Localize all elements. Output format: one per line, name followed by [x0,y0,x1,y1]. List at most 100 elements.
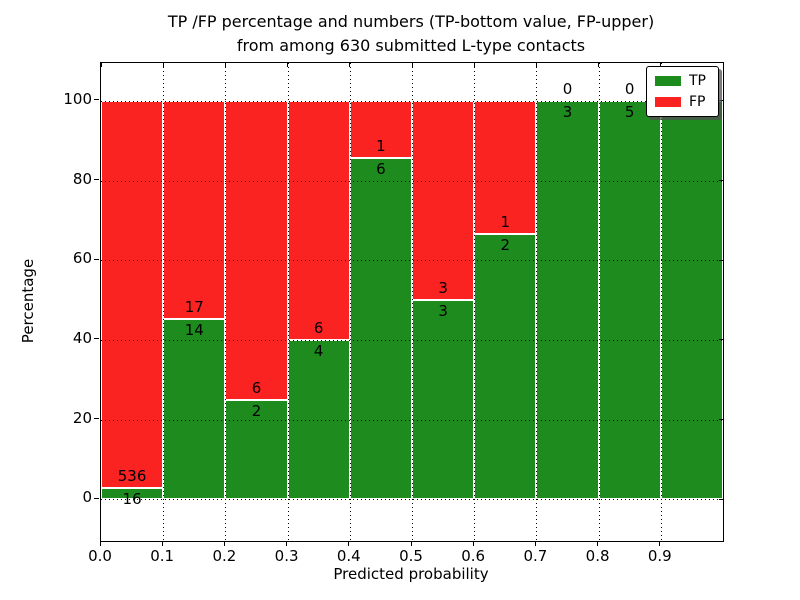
x-tick-label: 0.3 [274,547,299,565]
y-tick-label: 80 [72,169,92,188]
fp-bar-segment [163,100,226,320]
x-tick-mark [100,63,102,67]
chart-title: TP /FP percentage and numbers (TP-bottom… [100,10,722,58]
fp-count-label: 536 [117,466,147,485]
x-gridline [225,63,227,541]
x-tick-label: 0.7 [523,547,548,565]
fp-count-label: 0 [624,79,635,98]
fp-count-label: 0 [562,79,573,98]
y-tick-mark [719,100,723,102]
x-tick-mark [348,541,350,546]
legend-entry-tp: TP [655,74,710,88]
chart-title-line1: TP /FP percentage and numbers (TP-bottom… [167,12,655,31]
tp-bar-segment [163,319,226,500]
fp-legend-label: FP [689,94,706,110]
y-tick-label: 40 [72,328,92,347]
legend: TP FP [646,66,719,117]
y-tick-mark [94,418,99,419]
x-tick-mark [410,541,412,546]
y-gridline [101,419,723,421]
fp-bar-segment [225,100,288,400]
tp-count-label: 4 [313,341,324,360]
y-gridline [101,180,723,182]
x-tick-mark [473,63,475,67]
tp-legend-label: TP [689,73,706,89]
x-gridline [598,63,600,541]
tp-count-label: 2 [251,401,262,420]
x-tick-mark [162,63,164,67]
y-tick-mark [94,497,99,499]
y-tick-mark [719,339,723,341]
tp-legend-swatch [655,76,681,86]
plot-area: 5361617146264163312030505 [100,62,724,542]
x-tick-label: 0.5 [399,547,423,565]
x-tick-label: 0.6 [461,547,486,565]
x-tick-mark [659,541,661,546]
legend-entry-fp: FP [655,95,710,109]
y-tick-label: 20 [72,408,92,427]
tp-bar-segment [101,487,164,500]
x-gridline [660,63,662,541]
x-tick-mark [535,63,537,67]
x-gridline [474,63,476,541]
y-tick-mark [94,99,99,101]
chart-title-line2: from among 630 submitted L-type contacts [236,36,586,55]
fp-count-label: 1 [500,212,511,231]
tp-bar-segment [598,100,661,500]
y-tick-mark [94,338,99,340]
tp-count-label: 14 [184,321,204,340]
fp-bar-segment [412,100,475,300]
x-tick-mark [597,541,599,546]
x-gridline [163,63,165,541]
y-tick-mark [719,180,723,181]
y-tick-mark [94,258,99,260]
fp-legend-swatch [655,97,681,107]
tp-count-label: 6 [376,159,386,178]
x-gridline [412,63,413,541]
y-tick-mark [94,179,99,180]
tp-bar-segment [660,100,723,500]
x-tick-mark [598,63,600,67]
fp-count-label: 3 [438,279,448,297]
tp-count-label: 16 [122,489,142,508]
x-tick-mark [534,541,536,546]
x-tick-mark [286,541,288,546]
x-tick-label: 0.2 [212,547,237,565]
x-tick-mark [161,541,163,546]
fp-count-label: 1 [376,136,386,155]
fp-bar-segment [474,100,537,234]
x-tick-mark [287,63,289,67]
y-axis-label: Percentage [19,258,38,344]
y-gridline [101,499,723,501]
x-tick-mark [411,63,413,67]
fp-count-label: 17 [184,298,204,317]
x-axis-label: Predicted probability [333,565,489,583]
x-tick-label: 0.9 [647,547,672,565]
fp-bar-segment [287,100,350,340]
fp-count-label: 6 [313,318,324,337]
tp-bar-segment [536,100,599,500]
tp-count-label: 2 [500,235,511,254]
x-tick-mark [660,63,662,67]
tp-bar-segment [412,300,475,500]
y-tick-mark [719,259,723,261]
fp-count-label: 6 [251,378,262,397]
y-gridline [101,260,723,262]
tp-bar-segment [474,233,537,500]
y-tick-label: 0 [82,488,92,507]
x-gridline [349,63,351,541]
x-tick-label: 0.1 [150,547,175,565]
y-gridline [101,100,723,102]
fp-bar-segment [101,100,164,488]
x-tick-label: 0.4 [336,547,361,565]
x-tick-label: 0.0 [88,547,112,565]
y-tick-label: 100 [63,89,92,108]
y-tick-label: 60 [72,249,92,268]
x-tick-mark [349,63,351,67]
y-tick-mark [719,498,723,500]
y-gridline [101,339,723,341]
x-gridline [287,63,289,541]
x-tick-mark [472,541,474,546]
tp-count-label: 5 [624,102,635,121]
